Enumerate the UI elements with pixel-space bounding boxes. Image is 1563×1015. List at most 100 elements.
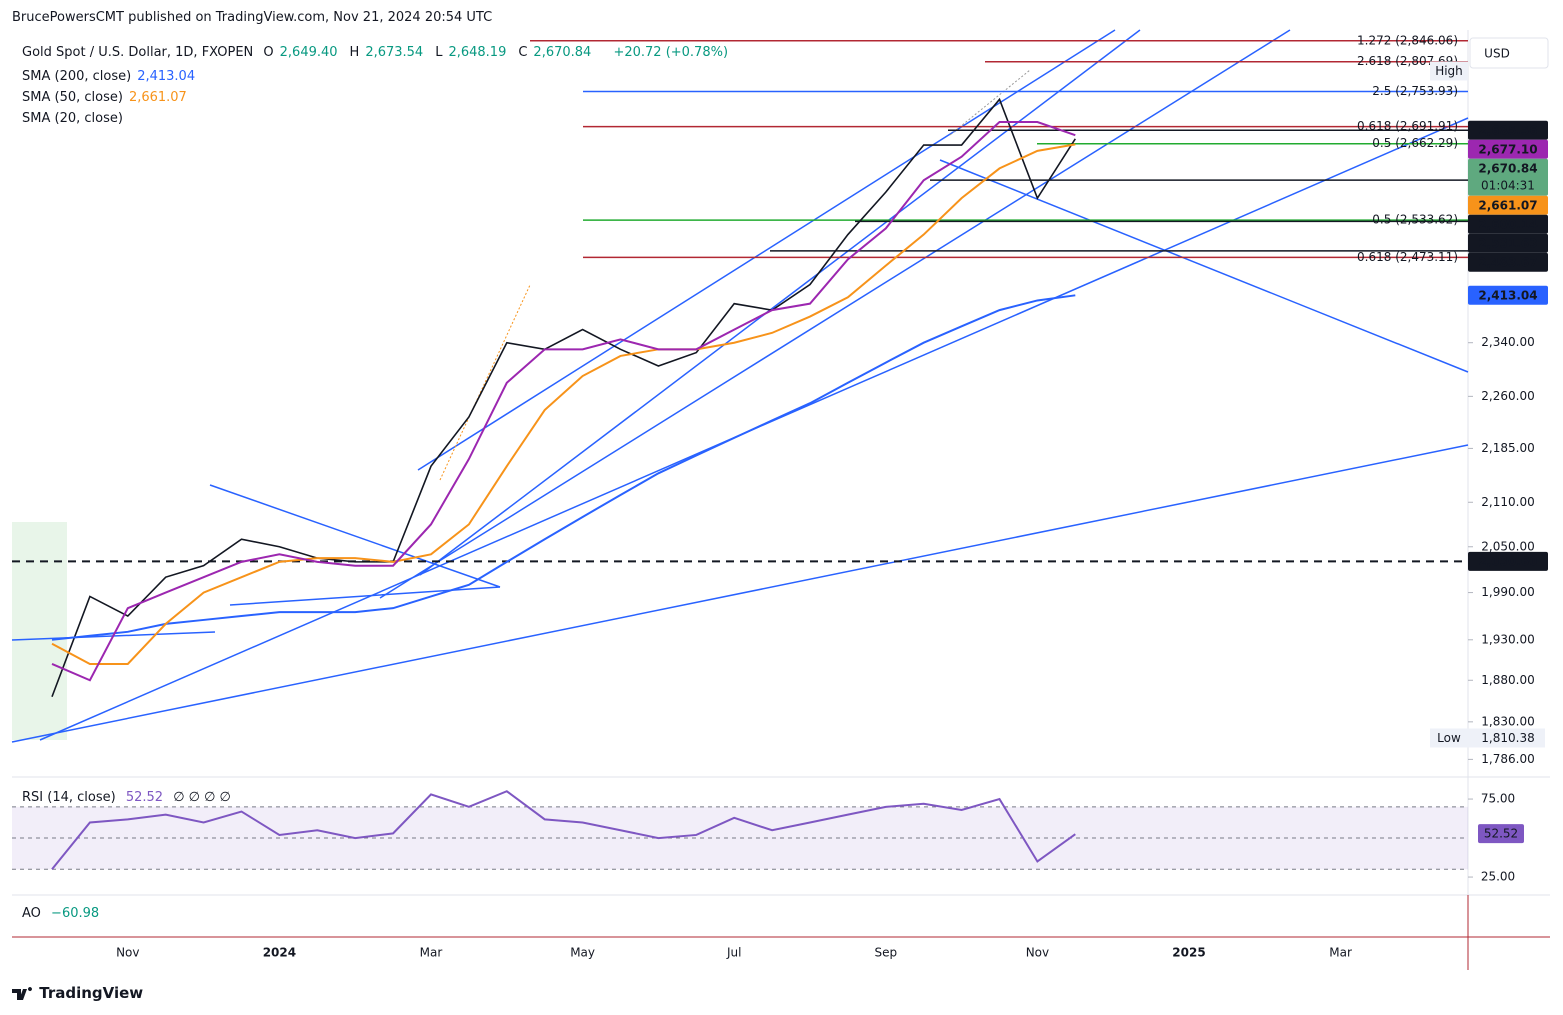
sma-legend: SMA (200, close) 2,413.04 SMA (50, close) 2… [22,66,201,129]
rsi-tag: 52.52 [1478,824,1524,844]
x-tick-label: 2025 [1172,946,1205,960]
price-tag-box [1468,551,1548,571]
level-label: 1.272 (2,846.06) [1357,33,1458,47]
legend-name: SMA (20, close) [22,111,123,126]
y-tick-label: 25.00 [1481,870,1515,884]
main-legend: Gold Spot / U.S. Dollar, 1D, FXOPEN O 2,6… [22,45,734,60]
price-tag-label: 2,483.67 [1478,255,1537,269]
quote-item: O 2,649.40 [263,45,343,60]
price-tag-label: 2,685.56 [1478,123,1537,137]
x-tick-label: Sep [874,946,897,960]
rsi-title: RSI (14, close) [22,790,116,805]
symbol-title: Gold Spot / U.S. Dollar, 1D, FXOPEN [22,45,254,60]
y-tick-label: 1,990.00 [1481,585,1534,599]
extreme-caption: Low [1437,731,1461,745]
rsi-tag-box [1478,824,1524,844]
quote-value: 2,673.54 [365,45,424,60]
quote-value: 2,649.40 [279,45,338,60]
y-tick-label: 1,880.00 [1481,673,1534,687]
price-tag-label: 2,600.14 [1478,217,1537,231]
price-tag-box [1468,233,1548,253]
level-label: 0.618 (2,691.91) [1357,119,1458,133]
ao-legend: AO −60.98 [22,906,105,921]
series-line [51,121,1076,682]
price-tag: 2,685.56 [1468,120,1548,140]
price-tag: 2,030.60 [1468,551,1548,571]
legend-value: 2,413.04 [137,69,196,84]
highlight-zone [12,522,67,740]
y-tick-label: 2,260.00 [1481,389,1534,403]
legend-entry: SMA (20, close) [22,108,201,129]
quote: O 2,649.40 H 2,673.54 L 2,648.19 C 2,670.84 [263,45,603,60]
level-label: 0.618 (2,473.11) [1357,250,1458,264]
dotted-line [949,69,1031,136]
brand-name: TradingView [39,984,144,1002]
series-line [51,294,1076,641]
x-tick-label: Mar [420,946,443,960]
quote-item: L 2,648.19 [435,45,512,60]
x-tick-label: Nov [1026,946,1049,960]
price-tag-box [1468,120,1548,140]
price-tag: 2,670.84 01:04:31 [1468,158,1548,196]
price-tag-countdown: 01:04:31 [1481,178,1535,192]
currency-box[interactable] [1469,37,1549,69]
y-tick-label: 1,786.00 [1481,752,1534,766]
logo [12,986,32,1000]
extreme-value: 1,810.38 [1481,731,1534,745]
legend-name: SMA (50, close) [22,90,123,105]
quote-key: H [349,45,360,60]
series-line [51,143,1076,665]
y-tick-label: 75.00 [1481,792,1515,806]
legend-name: SMA (200, close) [22,69,132,84]
quote-value: 2,670.84 [533,45,592,60]
price-tag-label: 2,531.63 [1478,236,1537,250]
rsi-value: 52.52 [125,790,164,805]
price-tag-box [1468,285,1548,305]
ao-title: AO [22,906,41,921]
quote-item: C 2,670.84 [518,45,597,60]
x-tick-label: May [570,946,595,960]
x-tick-label: 2024 [263,946,296,960]
price-tag-box [1468,252,1548,272]
rsi-extras: ∅ ∅ ∅ ∅ [173,790,231,805]
price-tag-label: 2,030.60 [1478,554,1537,568]
x-tick-label: Mar [1329,946,1352,960]
level-label: 0.5 (2,662.29) [1372,136,1458,150]
price-tag: 2,531.63 [1468,233,1548,253]
trendlines [11,29,1469,743]
price-tag: 2,661.07 [1468,195,1548,215]
price-tag-label: 2,677.10 [1478,142,1537,156]
price-tag: 2,483.67 [1468,252,1548,272]
quote-key: C [518,45,528,60]
change: +20.72 (+0.78%) [613,45,729,60]
price-tag: 2,677.10 [1468,139,1548,159]
y-tick-label: 1,930.00 [1481,632,1534,646]
x-tick-label: Jul [726,946,741,960]
price-tag-box [1468,139,1548,159]
series-line [51,790,1076,870]
rsi-tag-label: 52.52 [1484,827,1518,841]
extreme-tag: Low 1,810.38 [1430,728,1545,748]
quote-key: O [263,45,274,60]
quote-item: H 2,673.54 [350,45,430,60]
price-tag-label: 2,413.04 [1478,288,1537,302]
y-tick-label: 2,050.00 [1481,539,1534,553]
quote-value: 2,648.19 [448,45,507,60]
price-tag: 2,600.14 [1468,214,1548,234]
legend-entry: SMA (50, close) 2,661.07 [22,87,201,108]
y-tick-label: 2,185.00 [1481,441,1534,455]
publisher: BrucePowersCMT published on TradingView.… [12,10,493,25]
y-tick-label: 2,340.00 [1481,335,1534,349]
price-tag-label: 2,661.07 [1478,198,1537,212]
currency: USD [1484,47,1510,61]
y-tick-label: 2,110.00 [1481,495,1534,509]
y-tick-label: 1,830.00 [1481,714,1534,728]
extreme-box [1430,61,1468,81]
legend-entry: SMA (200, close) 2,413.04 [22,66,201,87]
price-tag-box [1468,158,1548,196]
level-label: 0.5 (2,533.62) [1372,213,1458,227]
legend-value: 2,661.07 [128,90,187,105]
extreme-box [1430,728,1545,748]
